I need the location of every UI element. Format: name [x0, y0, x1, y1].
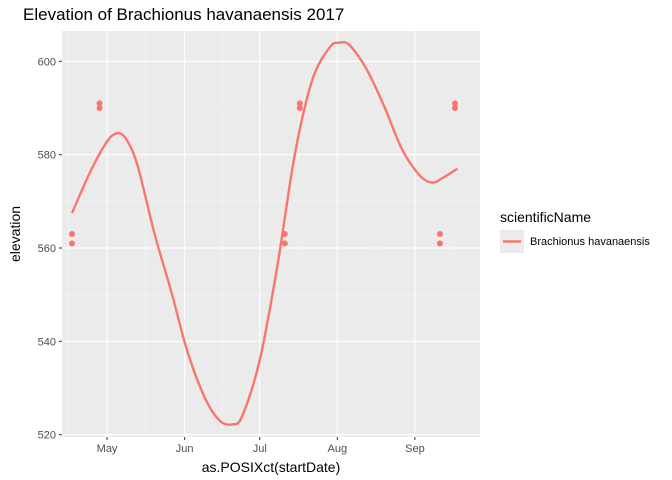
data-point: [296, 105, 303, 111]
data-point: [451, 105, 458, 111]
data-point: [436, 240, 443, 247]
x-tick-label: Sep: [405, 443, 425, 455]
data-point: [296, 100, 303, 107]
y-tick-labels: 520 540 560 580 600: [38, 56, 56, 441]
x-tick-label: Jul: [253, 443, 267, 455]
axis-ticks: [59, 60, 416, 440]
legend-title: scientificName: [500, 209, 591, 225]
x-tick-labels: May Jun Jul Aug Sep: [97, 443, 425, 455]
data-point: [69, 240, 76, 247]
legend-label: Brachionus havanaensis: [530, 236, 650, 248]
x-tick-label: Aug: [328, 443, 348, 455]
chart-title: Elevation of Brachionus havanaensis 2017: [23, 5, 344, 24]
x-tick-label: May: [97, 443, 118, 455]
plot-panel: [62, 31, 480, 437]
y-tick-label: 580: [38, 150, 56, 162]
smooth-line: [70, 40, 459, 426]
x-axis-title: as.POSIXct(startDate): [202, 459, 340, 475]
data-point: [281, 240, 288, 247]
grid-minor: [62, 31, 480, 437]
data-point: [69, 231, 76, 237]
data-point: [96, 100, 103, 107]
y-tick-label: 560: [38, 243, 56, 255]
grid-major: [62, 31, 480, 437]
y-axis-title: elevation: [7, 206, 23, 262]
y-tick-label: 540: [38, 336, 56, 348]
data-point: [96, 105, 103, 111]
y-tick-label: 520: [38, 430, 56, 442]
data-point: [436, 231, 443, 237]
x-tick-label: Jun: [176, 443, 194, 455]
data-point: [451, 100, 458, 107]
y-tick-label: 600: [38, 56, 56, 68]
